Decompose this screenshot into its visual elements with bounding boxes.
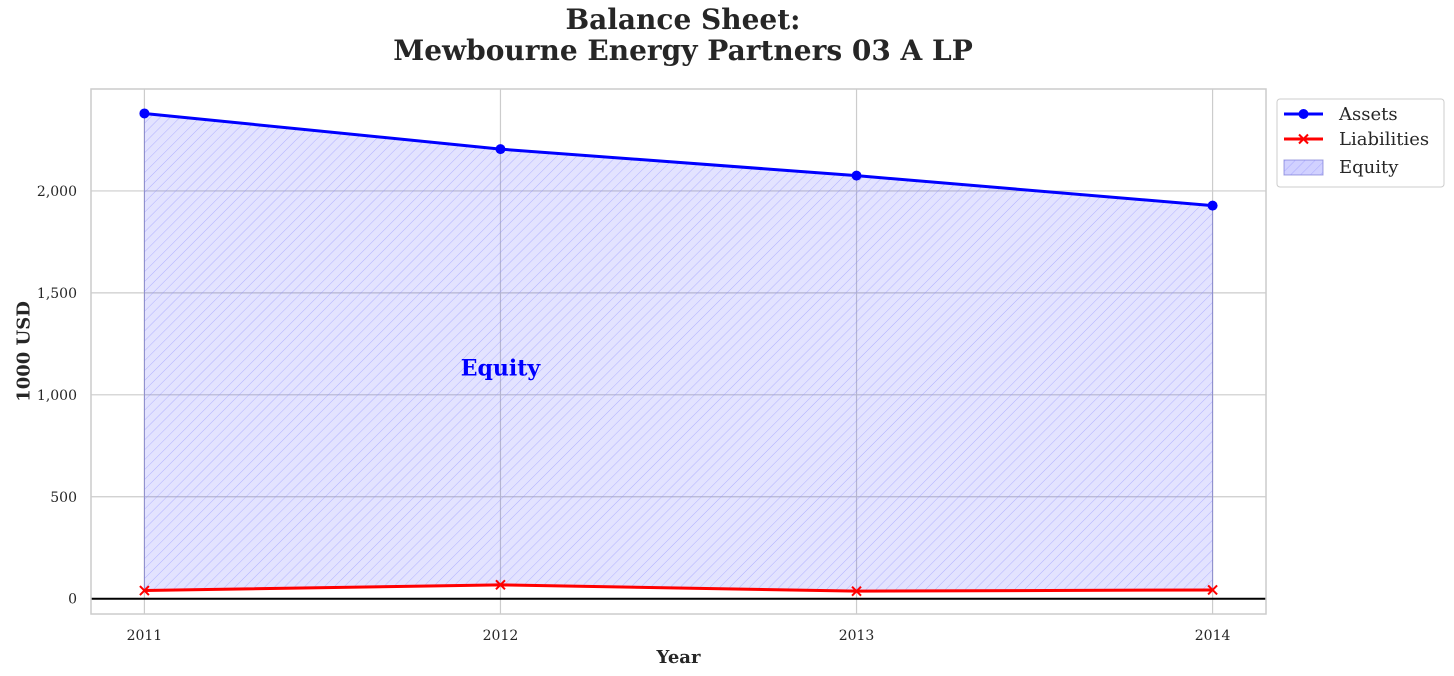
series-lines [139,108,1218,597]
assets-point-2011 [139,108,150,119]
legend-item-liabilities: Liabilities [1284,129,1429,150]
equity-annotation: Equity [461,355,542,381]
x-axis-label: Year [656,647,701,668]
liabilities-point-2012 [495,579,506,591]
y-tick-label-1500: 1,500 [37,286,77,302]
x-tick-label-2011: 2011 [127,628,163,644]
legend-label-liabilities: Liabilities [1339,129,1429,150]
legend-label-assets: Assets [1338,104,1398,125]
liabilities-line [144,583,1213,593]
tick-labels: 2011 2012 2013 2014 0 500 1,000 1,500 2,000 [37,184,1231,644]
y-tick-label-1000: 1,000 [37,388,77,404]
assets-line [144,111,1213,208]
chart-title: Balance Sheet: Mewbourne Energy Partners… [0,4,1366,66]
y-tick-label-500: 500 [50,490,77,506]
legend-item-assets: Assets [1284,104,1398,125]
equity-fill-area [143,112,1214,592]
x-tick-label-2013: 2013 [839,628,875,644]
assets-point-2012 [495,144,506,155]
liabilities-point-2013 [851,585,862,597]
legend: Assets Liabilities Equity [1276,98,1445,188]
y-tick-label-2000: 2,000 [37,184,77,200]
equity-hatch [143,112,1214,592]
assets-point-2013 [851,170,862,181]
legend-label-equity: Equity [1339,157,1399,178]
x-tick-label-2012: 2012 [483,628,519,644]
chart-title-line-1: Balance Sheet: [565,3,801,36]
plot-frame [90,88,1267,615]
y-axis-label: 1000 USD [13,301,34,402]
legend-item-equity: Equity [1283,157,1399,178]
assets-point-2014 [1207,200,1218,211]
x-tick-label-2014: 2014 [1195,628,1231,644]
y-tick-label-0: 0 [68,592,77,608]
chart-title-line-2: Mewbourne Energy Partners 03 A LP [393,34,973,67]
liabilities-point-2011 [139,585,150,596]
liabilities-point-2014 [1207,584,1218,596]
